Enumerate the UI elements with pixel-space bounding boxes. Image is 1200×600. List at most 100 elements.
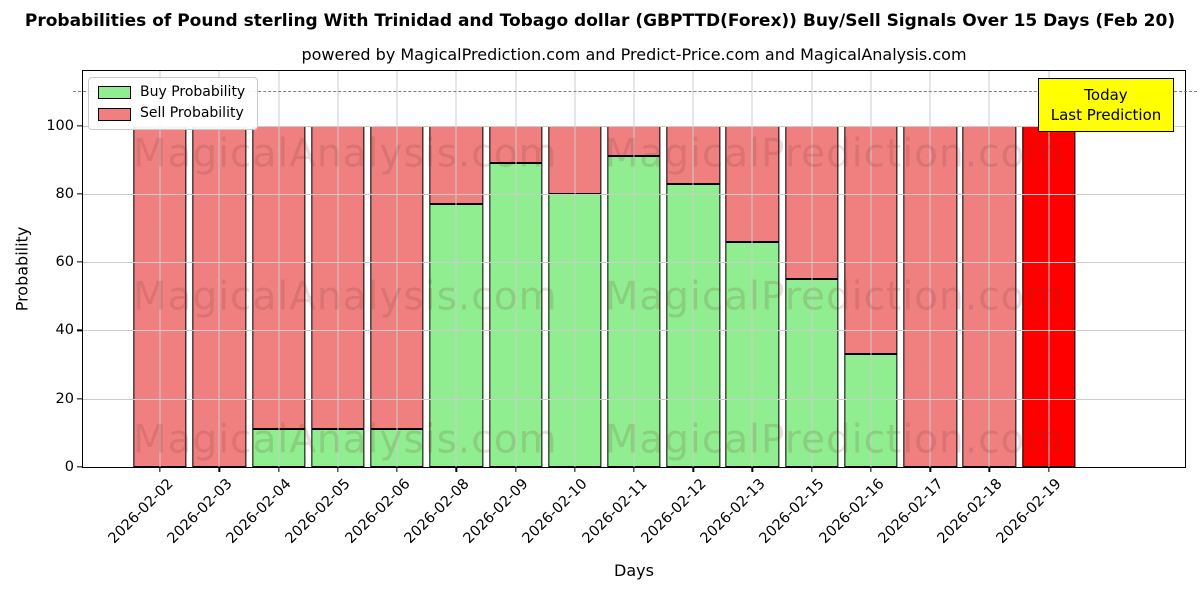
bar-group-2026-02-05	[311, 71, 365, 467]
watermark-analysis: MagicalAnalysis.com	[132, 131, 558, 177]
x-axis-tick	[811, 467, 813, 472]
legend-item-sell: Sell Probability	[98, 105, 245, 122]
legend-swatch-sell-icon	[98, 107, 131, 121]
bar-group-2026-02-06	[370, 71, 424, 467]
today-annotation: Today Last Prediction	[1038, 78, 1174, 132]
watermark-analysis: MagicalAnalysis.com	[132, 274, 558, 320]
x-axis-tick	[1048, 467, 1050, 472]
bar-group-2026-02-13	[725, 71, 780, 467]
bar-segment-buy	[251, 429, 306, 467]
x-axis-tick	[633, 467, 635, 472]
y-tick-label: 80	[55, 185, 74, 202]
bar-segment-sell	[429, 125, 483, 205]
gridline-x-2026-02-06	[396, 71, 398, 467]
bar-group-2026-02-16	[844, 71, 898, 467]
today-annotation-line-2: Last Prediction	[1050, 106, 1162, 124]
watermark-prediction: MagicalPrediction.com	[604, 417, 1065, 463]
gridline-x-2026-02-04	[278, 71, 280, 467]
y-axis-tick	[77, 193, 83, 195]
y-axis-tick	[77, 329, 83, 332]
bar-segment-buy	[607, 156, 661, 467]
y-tick-label: 100	[46, 117, 74, 134]
bar-group-2026-02-15	[785, 71, 839, 467]
legend-label-buy: Buy Probability	[140, 84, 246, 100]
bar-group-2026-02-11	[607, 71, 661, 467]
y-axis-tick	[77, 398, 83, 400]
watermark-analysis: MagicalAnalysis.com	[132, 417, 558, 463]
x-axis-tick	[218, 467, 220, 472]
bar-segment-sell	[251, 125, 306, 430]
y-axis-tick	[77, 261, 83, 263]
bar-segment-sell	[488, 125, 543, 164]
grid-layer	[83, 71, 1185, 467]
bar-group-2026-02-04	[251, 71, 306, 467]
x-axis-tick	[988, 467, 991, 472]
gridline-y-60	[83, 262, 1185, 264]
bar-segment-buy	[311, 429, 365, 467]
chart-subtitle: powered by MagicalPrediction.com and Pre…	[301, 45, 967, 64]
bar-segment-sell	[725, 125, 780, 242]
x-axis-tick	[455, 467, 457, 472]
chart-title: Probabilities of Pound sterling With Tri…	[24, 11, 1176, 31]
legend-swatch-buy-icon	[98, 86, 131, 100]
bar-group-2026-02-12	[666, 71, 720, 467]
bar-group-2026-02-10	[548, 71, 602, 467]
gridline-x-2026-02-15	[811, 71, 813, 467]
x-axis-tick	[277, 467, 280, 472]
bar-segment-buy	[548, 193, 602, 467]
gridline-y-80	[83, 193, 1185, 195]
gridline-x-2026-02-09	[515, 71, 516, 467]
bar-segment-buy	[666, 183, 720, 467]
y-tick-label: 40	[55, 322, 74, 339]
bar-segment-buy	[844, 354, 898, 467]
bar-segment-sell	[666, 125, 720, 184]
x-axis-tick	[574, 467, 576, 472]
watermark-layer: MagicalAnalysis.com MagicalPrediction.com…	[83, 71, 1185, 467]
gridline-x-2026-02-16	[870, 71, 872, 467]
gridline-x-2026-02-02	[159, 71, 161, 467]
gridline-y-20	[83, 398, 1185, 400]
y-tick-label: 20	[55, 390, 74, 407]
y-axis-label: Probability	[12, 226, 32, 312]
gridline-y-40	[83, 330, 1185, 332]
bar-group-2026-02-17	[903, 71, 957, 467]
legend-label-sell: Sell Probability	[140, 105, 244, 122]
gridline-x-2026-02-08	[455, 71, 457, 467]
bar-segment-sell	[548, 125, 602, 194]
gridline-x-2026-02-03	[218, 71, 220, 467]
x-axis-label: Days	[614, 561, 654, 580]
bar-group-2026-02-18	[962, 71, 1017, 467]
y-tick-label: 0	[64, 459, 74, 475]
bar-segment-buy	[725, 241, 780, 467]
gridline-x-2026-02-11	[633, 71, 635, 467]
legend-item-buy: Buy Probability	[98, 84, 246, 100]
bar-segment-sell	[844, 125, 898, 355]
bar-segment-sell	[607, 125, 661, 157]
y-tick-label: 60	[55, 254, 74, 271]
gridline-x-2026-02-12	[692, 71, 694, 467]
gridline-x-2026-02-17	[929, 71, 931, 467]
legend: Buy Probability Sell Probability	[88, 77, 259, 130]
bar-group-2026-02-08	[429, 71, 483, 467]
bar-segment-sell	[962, 125, 1017, 467]
bar-segment-sell	[903, 125, 957, 467]
x-axis-tick	[929, 467, 931, 472]
bar-segment-sell	[311, 125, 365, 430]
x-axis-tick	[751, 467, 754, 472]
x-axis-tick	[514, 467, 517, 472]
dashed-guideline	[73, 91, 1197, 93]
gridline-x-2026-02-05	[337, 71, 339, 467]
gridline-x-2026-02-18	[988, 71, 990, 467]
bar-group-2026-02-03	[192, 71, 246, 467]
x-axis-tick	[337, 467, 339, 472]
bar-segment-buy	[429, 204, 483, 467]
gridline-x-2026-02-13	[751, 71, 753, 467]
bar-today	[1022, 125, 1076, 467]
bar-segment-sell	[192, 125, 246, 467]
bar-segment-sell	[133, 125, 187, 467]
bar-segment-sell	[785, 125, 839, 280]
bar-segment-sell	[370, 125, 424, 430]
bar-group-2026-02-09	[488, 71, 543, 467]
bar-segment-buy	[370, 429, 424, 467]
